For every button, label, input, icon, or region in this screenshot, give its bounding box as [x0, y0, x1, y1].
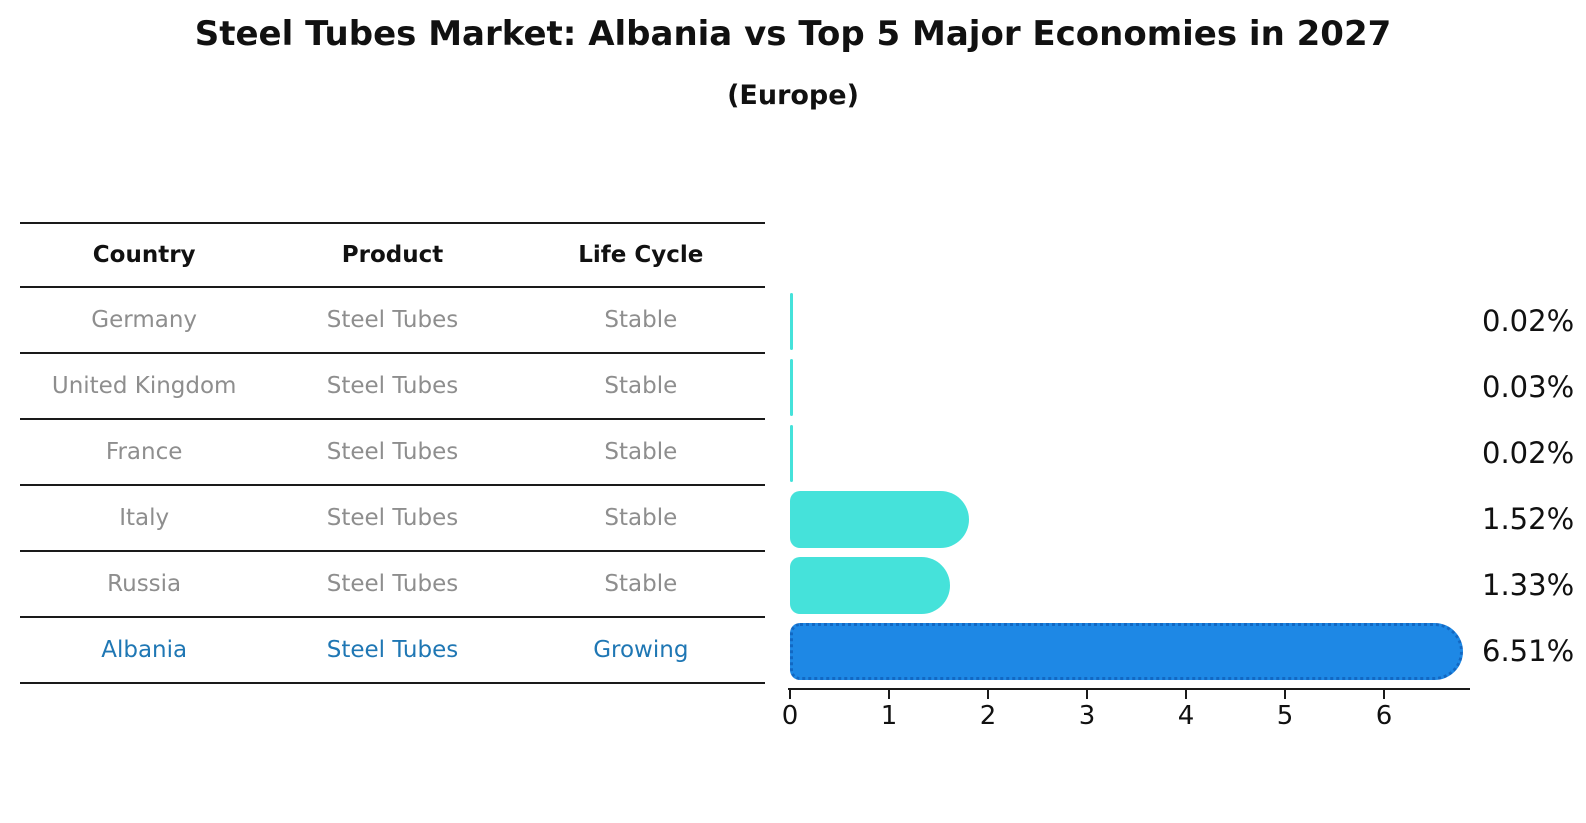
cell-product: Steel Tubes: [326, 439, 459, 465]
cell-life-cycle: Stable: [604, 439, 678, 465]
cell-product: Steel Tubes: [326, 637, 459, 663]
cell-product: Steel Tubes: [326, 307, 459, 333]
cell-life-cycle: Stable: [604, 307, 678, 333]
table-header-row: Country Product Life Cycle: [20, 222, 765, 288]
cell-country: Italy: [119, 505, 170, 531]
x-axis-line: [788, 688, 1470, 690]
table-row: Italy Steel Tubes Stable: [20, 486, 765, 552]
value-label: 0.02%: [1482, 436, 1575, 470]
x-axis-tick-label: 3: [1078, 701, 1096, 731]
value-label: 0.03%: [1482, 370, 1575, 404]
cell-life-cycle: Growing: [593, 637, 689, 663]
table-row: Russia Steel Tubes Stable: [20, 552, 765, 618]
x-axis-tick: [789, 690, 791, 699]
value-label: 1.52%: [1482, 502, 1575, 536]
cell-product: Steel Tubes: [326, 571, 459, 597]
table-row: Albania Steel Tubes Growing: [20, 618, 765, 684]
cell-product: Steel Tubes: [326, 373, 459, 399]
bar-france: [790, 424, 793, 482]
cell-country: Russia: [107, 571, 182, 597]
value-label: 0.02%: [1482, 304, 1575, 338]
chart-title: Steel Tubes Market: Albania vs Top 5 Maj…: [194, 14, 1392, 54]
cell-life-cycle: Stable: [604, 373, 678, 399]
bar-italy: [790, 490, 969, 548]
x-axis-tick-label: 4: [1177, 701, 1195, 731]
cell-country: United Kingdom: [51, 373, 237, 399]
x-axis-tick: [1086, 690, 1088, 699]
table-row: Germany Steel Tubes Stable: [20, 288, 765, 354]
bar-russia: [790, 556, 951, 614]
x-axis-tick-label: 5: [1276, 701, 1294, 731]
table-body: Germany Steel Tubes Stable United Kingdom St…: [20, 288, 765, 684]
cell-life-cycle: Stable: [604, 505, 678, 531]
x-axis-tick: [1383, 690, 1385, 699]
x-axis-tick-label: 1: [880, 701, 898, 731]
x-axis-tick: [1185, 690, 1187, 699]
cell-life-cycle: Stable: [604, 571, 678, 597]
x-axis-tick-label: 6: [1375, 701, 1393, 731]
cell-product: Steel Tubes: [326, 505, 459, 531]
x-axis-tick: [987, 690, 989, 699]
bar-united-kingdom: [790, 358, 793, 416]
table-row: United Kingdom Steel Tubes Stable: [20, 354, 765, 420]
x-axis-tick: [888, 690, 890, 699]
chart-subtitle: (Europe): [727, 80, 859, 111]
cell-country: France: [105, 439, 183, 465]
bar-germany: [790, 292, 793, 350]
column-header-country: Country: [92, 242, 196, 268]
comparison-table: Country Product Life Cycle Germany Steel …: [20, 222, 765, 684]
value-label: 1.33%: [1482, 568, 1575, 602]
table-row: France Steel Tubes Stable: [20, 420, 765, 486]
cell-country: Albania: [101, 637, 188, 663]
bar-albania: [790, 622, 1463, 680]
x-axis-tick-label: 0: [781, 701, 799, 731]
x-axis-tick: [1284, 690, 1286, 699]
x-axis-tick-label: 2: [979, 701, 997, 731]
value-label: 6.51%: [1482, 634, 1575, 668]
column-header-product: Product: [341, 242, 444, 268]
column-header-life-cycle: Life Cycle: [578, 242, 704, 268]
cell-country: Germany: [91, 307, 198, 333]
